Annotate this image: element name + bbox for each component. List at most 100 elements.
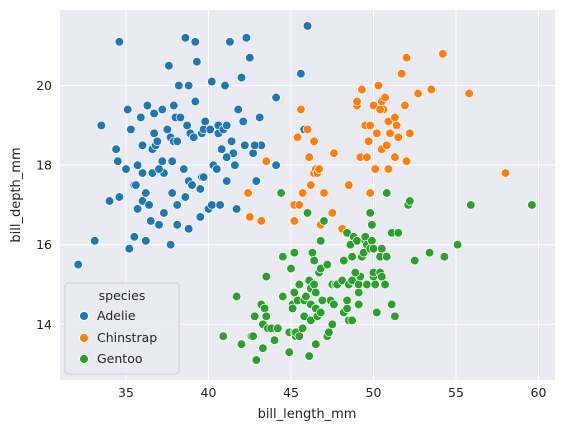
data-point-adelie: [154, 164, 164, 174]
data-point-adelie: [164, 61, 174, 71]
data-point-chinstrap: [390, 112, 400, 123]
data-point-chinstrap: [245, 212, 255, 222]
grid-lines: [60, 10, 555, 380]
data-point-chinstrap: [373, 80, 384, 91]
data-point-gentoo: [324, 327, 334, 337]
x-tick-label: 40: [201, 385, 217, 400]
data-point-adelie: [190, 37, 200, 47]
data-point-gentoo: [350, 267, 360, 278]
x-tick-label: 55: [448, 385, 464, 400]
data-point-gentoo: [354, 279, 364, 290]
data-point-gentoo: [302, 208, 313, 218]
data-point-adelie: [159, 208, 169, 218]
data-point-adelie: [114, 37, 125, 47]
data-point-gentoo: [261, 271, 271, 282]
data-point-adelie: [215, 200, 225, 210]
legend-marker-gentoo: [79, 354, 89, 364]
data-point-adelie: [137, 168, 148, 178]
data-point-chinstrap: [370, 164, 380, 174]
data-point-gentoo: [367, 236, 377, 246]
data-point-gentoo: [304, 351, 314, 361]
data-point-adelie: [236, 72, 247, 83]
y-axis-label: bill_depth_mm: [9, 147, 24, 242]
data-point-adelie: [141, 188, 151, 198]
data-point-adelie: [200, 116, 210, 127]
data-point-gentoo: [354, 287, 364, 298]
data-point-adelie: [245, 53, 255, 63]
data-point-gentoo: [319, 216, 329, 226]
data-point-gentoo: [377, 271, 387, 282]
data-point-gentoo: [382, 252, 392, 262]
data-point-chinstrap: [372, 128, 382, 138]
y-tick-label: 18: [36, 158, 52, 173]
data-point-gentoo: [294, 279, 304, 290]
data-point-chinstrap: [438, 49, 448, 59]
data-point-gentoo: [311, 287, 321, 298]
data-point-gentoo: [276, 188, 286, 198]
data-point-adelie: [144, 200, 154, 210]
data-point-adelie: [184, 224, 194, 234]
data-point-chinstrap: [309, 136, 319, 146]
legend-marker-chinstrap: [79, 333, 89, 343]
data-point-chinstrap: [365, 188, 375, 198]
data-point-adelie: [174, 80, 184, 91]
data-point-adelie: [165, 240, 176, 250]
data-point-chinstrap: [352, 96, 362, 107]
data-point-adelie: [198, 172, 209, 182]
data-point-chinstrap: [319, 188, 329, 198]
data-point-gentoo: [390, 311, 400, 321]
data-point-adelie: [190, 96, 200, 107]
data-point-adelie: [233, 104, 243, 115]
data-point-gentoo: [273, 323, 283, 333]
data-point-adelie: [137, 140, 148, 150]
data-point-adelie: [167, 156, 177, 166]
data-point-gentoo: [258, 343, 268, 353]
data-point-adelie: [240, 140, 250, 150]
data-point-chinstrap: [401, 53, 412, 63]
data-point-gentoo: [352, 236, 362, 246]
data-point-gentoo: [236, 339, 247, 349]
data-point-chinstrap: [380, 92, 390, 103]
data-point-adelie: [192, 57, 202, 67]
data-point-gentoo: [278, 252, 288, 262]
data-point-gentoo: [387, 299, 397, 310]
data-point-adelie: [131, 180, 141, 190]
data-point-adelie: [207, 200, 217, 210]
data-point-gentoo: [327, 319, 337, 329]
data-point-adelie: [212, 164, 222, 174]
data-point-gentoo: [316, 236, 326, 246]
data-point-chinstrap: [464, 88, 474, 99]
data-point-adelie: [141, 236, 151, 246]
data-point-gentoo: [342, 295, 352, 306]
data-point-gentoo: [466, 200, 476, 210]
data-point-chinstrap: [391, 120, 402, 131]
data-point-adelie: [129, 232, 139, 242]
data-point-adelie: [113, 156, 123, 166]
data-point-chinstrap: [344, 180, 354, 190]
data-point-gentoo: [342, 303, 352, 314]
data-point-gentoo: [424, 248, 435, 258]
data-point-adelie: [172, 200, 182, 210]
legend-marker-adelie: [79, 311, 89, 321]
data-point-adelie: [172, 136, 182, 146]
data-point-adelie: [149, 128, 159, 138]
data-point-chinstrap: [383, 164, 394, 174]
data-point-gentoo: [362, 279, 372, 290]
x-axis-label: bill_length_mm: [258, 407, 357, 422]
data-point-chinstrap: [243, 188, 253, 198]
x-tick-label: 45: [283, 385, 299, 400]
data-point-gentoo: [248, 331, 258, 341]
data-point-chinstrap: [390, 152, 400, 162]
data-point-chinstrap: [289, 216, 299, 226]
data-point-adelie: [90, 236, 100, 246]
data-point-adelie: [222, 176, 232, 186]
data-point-adelie: [217, 144, 227, 154]
data-point-chinstrap: [314, 164, 324, 174]
data-point-adelie: [187, 180, 197, 190]
data-point-adelie: [175, 112, 186, 123]
data-point-gentoo: [347, 315, 357, 325]
data-point-gentoo: [287, 303, 298, 314]
data-point-gentoo: [261, 311, 271, 321]
data-point-chinstrap: [302, 124, 313, 135]
data-point-gentoo: [231, 291, 242, 302]
